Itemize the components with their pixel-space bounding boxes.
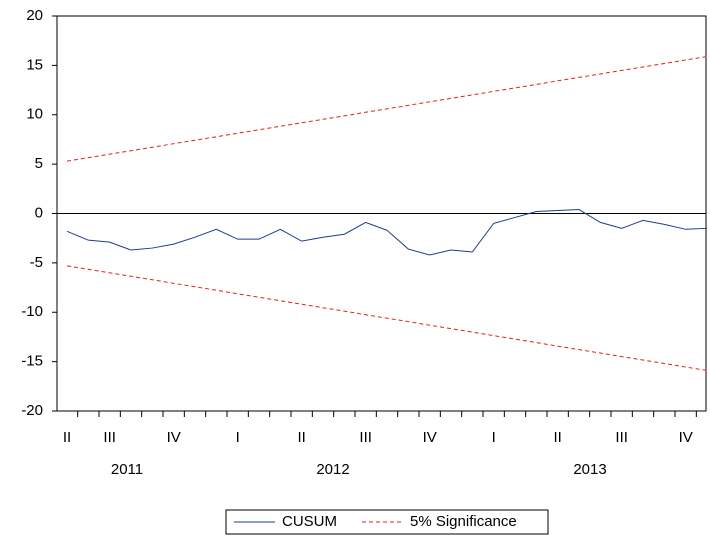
- significance-lower: [66, 265, 708, 372]
- x-tick-label: I: [492, 429, 496, 446]
- x-tick-label: IV: [167, 429, 181, 446]
- year-label: 2012: [316, 461, 349, 478]
- legend-label: CUSUM: [282, 513, 337, 530]
- x-tick-label: III: [359, 429, 372, 446]
- x-tick-label: III: [103, 429, 116, 446]
- x-tick-label: III: [615, 429, 628, 446]
- y-tick-label: -5: [30, 254, 43, 271]
- y-tick-label: 15: [26, 56, 43, 73]
- x-tick-label: II: [63, 429, 71, 446]
- y-tick-label: -20: [21, 402, 43, 419]
- year-label: 2011: [111, 461, 143, 478]
- year-label: 2013: [573, 461, 606, 478]
- x-tick-label: II: [553, 429, 561, 446]
- x-tick-label: I: [236, 429, 240, 446]
- x-tick-label: IV: [423, 429, 437, 446]
- cusum-line: [66, 209, 708, 256]
- x-tick-label: II: [297, 429, 305, 446]
- y-tick-label: -10: [21, 303, 43, 320]
- y-tick-label: 20: [26, 7, 43, 24]
- y-tick-label: 10: [26, 106, 43, 123]
- y-tick-label: 5: [35, 155, 43, 172]
- x-tick-label: IV: [679, 429, 693, 446]
- legend-label: 5% Significance: [410, 513, 517, 530]
- y-tick-label: -15: [21, 353, 43, 370]
- legend-box: [225, 509, 549, 535]
- significance-upper: [66, 55, 708, 162]
- y-tick-label: 0: [35, 204, 43, 221]
